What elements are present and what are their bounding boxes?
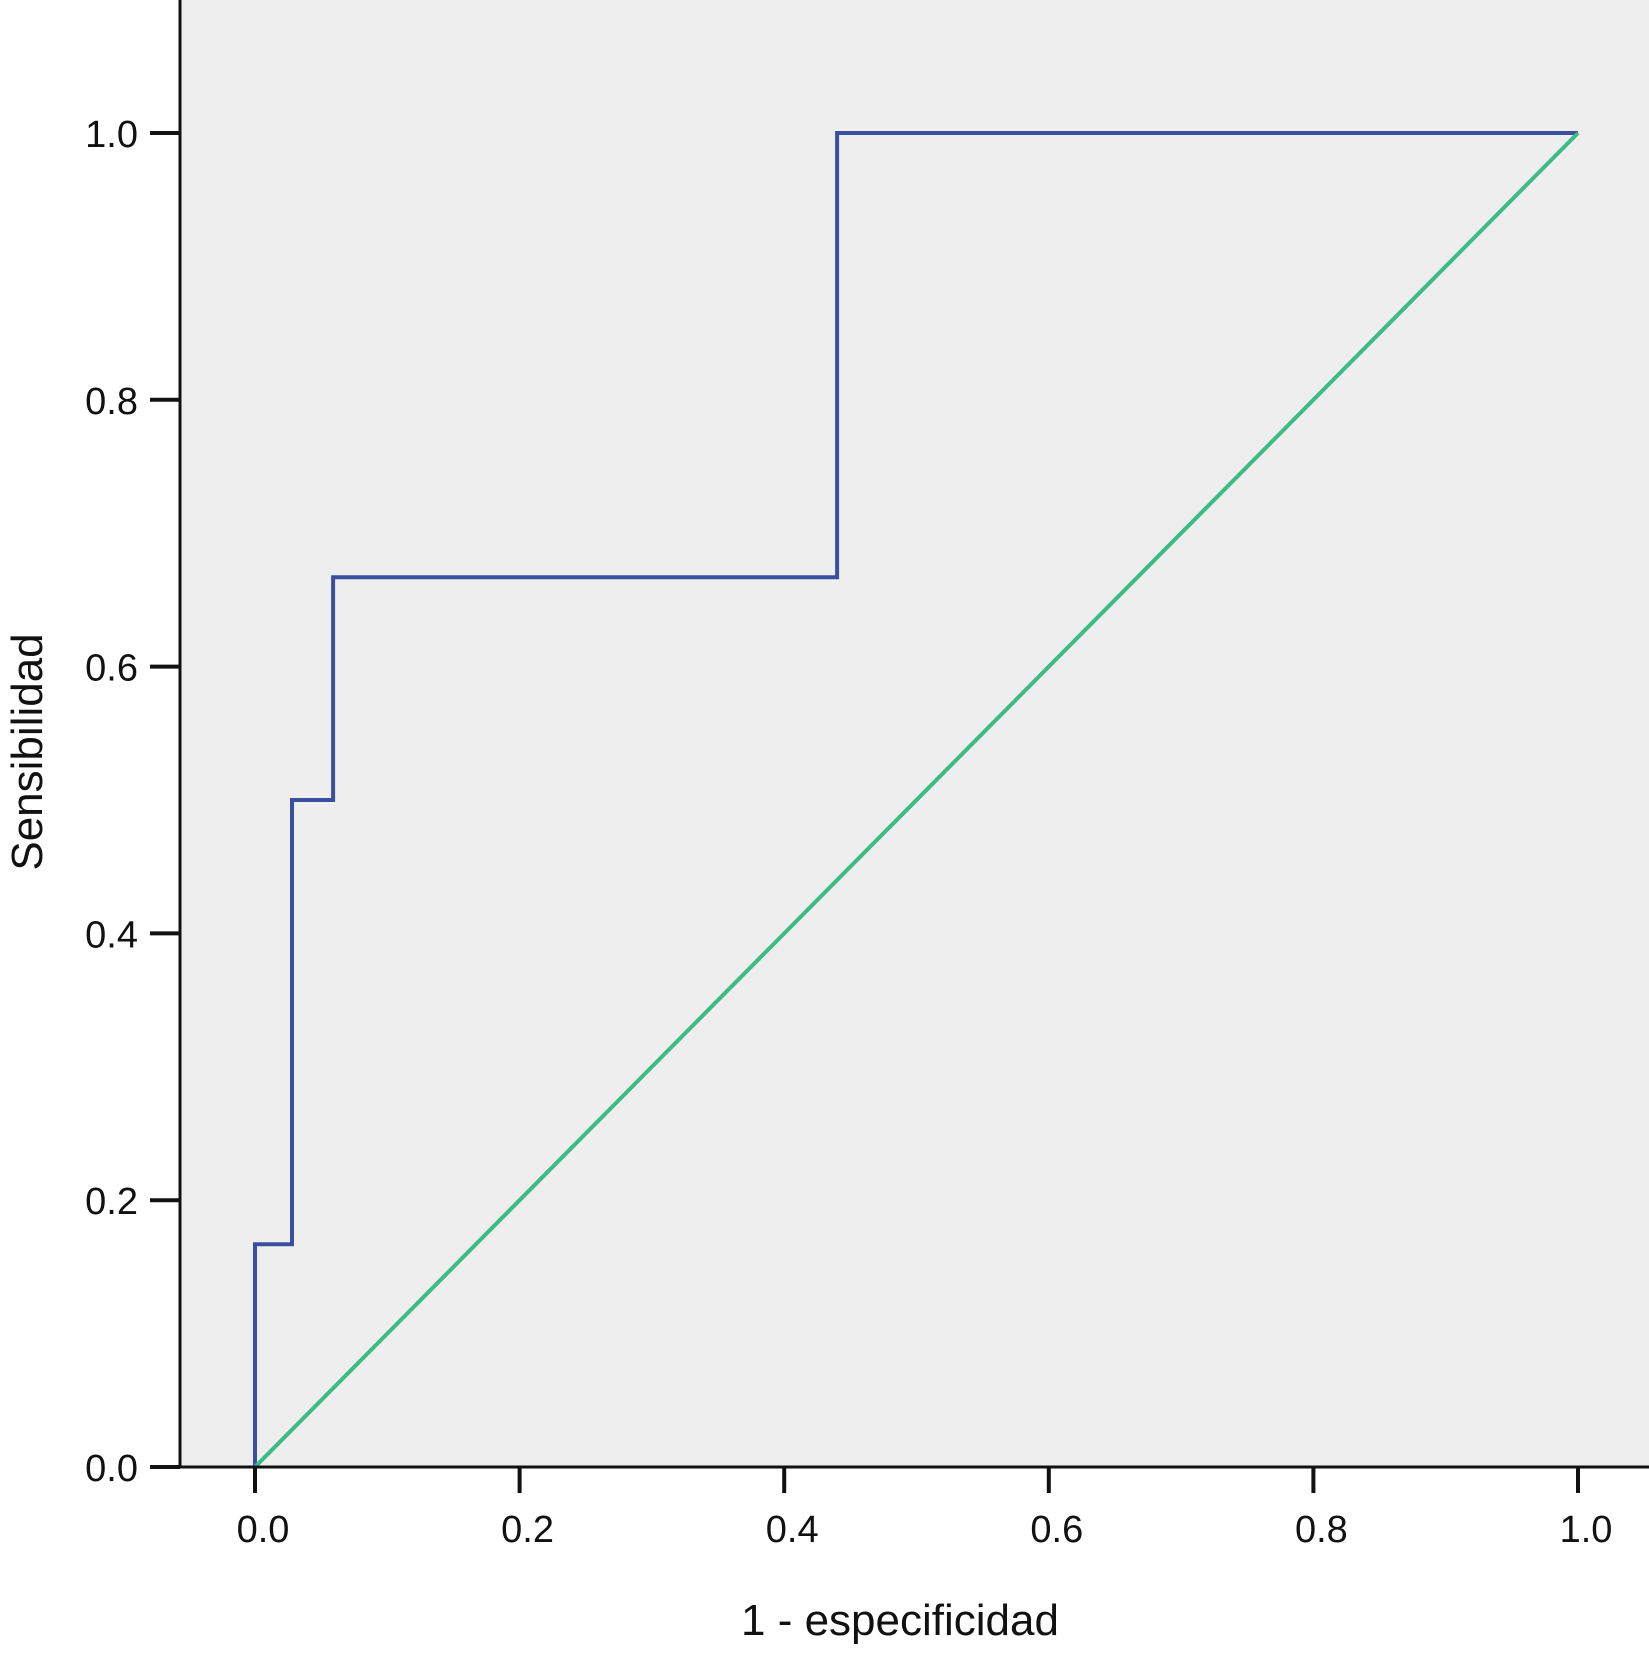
series-layer xyxy=(253,131,1580,1469)
x-tick-label: 0.0 xyxy=(237,1509,290,1551)
plot-background xyxy=(180,0,1649,1467)
x-tick-label: 0.6 xyxy=(1030,1509,1083,1551)
y-tick-label: 0.8 xyxy=(85,381,138,423)
y-tick-label: 0.6 xyxy=(85,648,138,690)
reference-diagonal-line xyxy=(253,131,1580,1469)
y-axis-title: Sensibilidad xyxy=(3,633,52,870)
x-tick-label: 0.4 xyxy=(766,1509,819,1551)
y-ticks: 0.0 0.2 0.4 0.6 0.8 1.0 xyxy=(85,114,180,1490)
x-ticks: 0.0 0.2 0.4 0.6 0.8 1.0 xyxy=(237,1467,1613,1551)
y-tick-label: 0.4 xyxy=(85,914,138,956)
x-tick-label: 0.2 xyxy=(501,1509,554,1551)
x-tick-label: 0.8 xyxy=(1295,1509,1348,1551)
x-axis-title: 1 - especificidad xyxy=(741,1596,1059,1645)
roc-curve-line xyxy=(253,131,1578,1467)
y-tick-label: 0.0 xyxy=(85,1448,138,1490)
x-tick-label: 1.0 xyxy=(1560,1509,1613,1551)
y-tick-label: 1.0 xyxy=(85,114,138,156)
y-tick-label: 0.2 xyxy=(85,1181,138,1223)
